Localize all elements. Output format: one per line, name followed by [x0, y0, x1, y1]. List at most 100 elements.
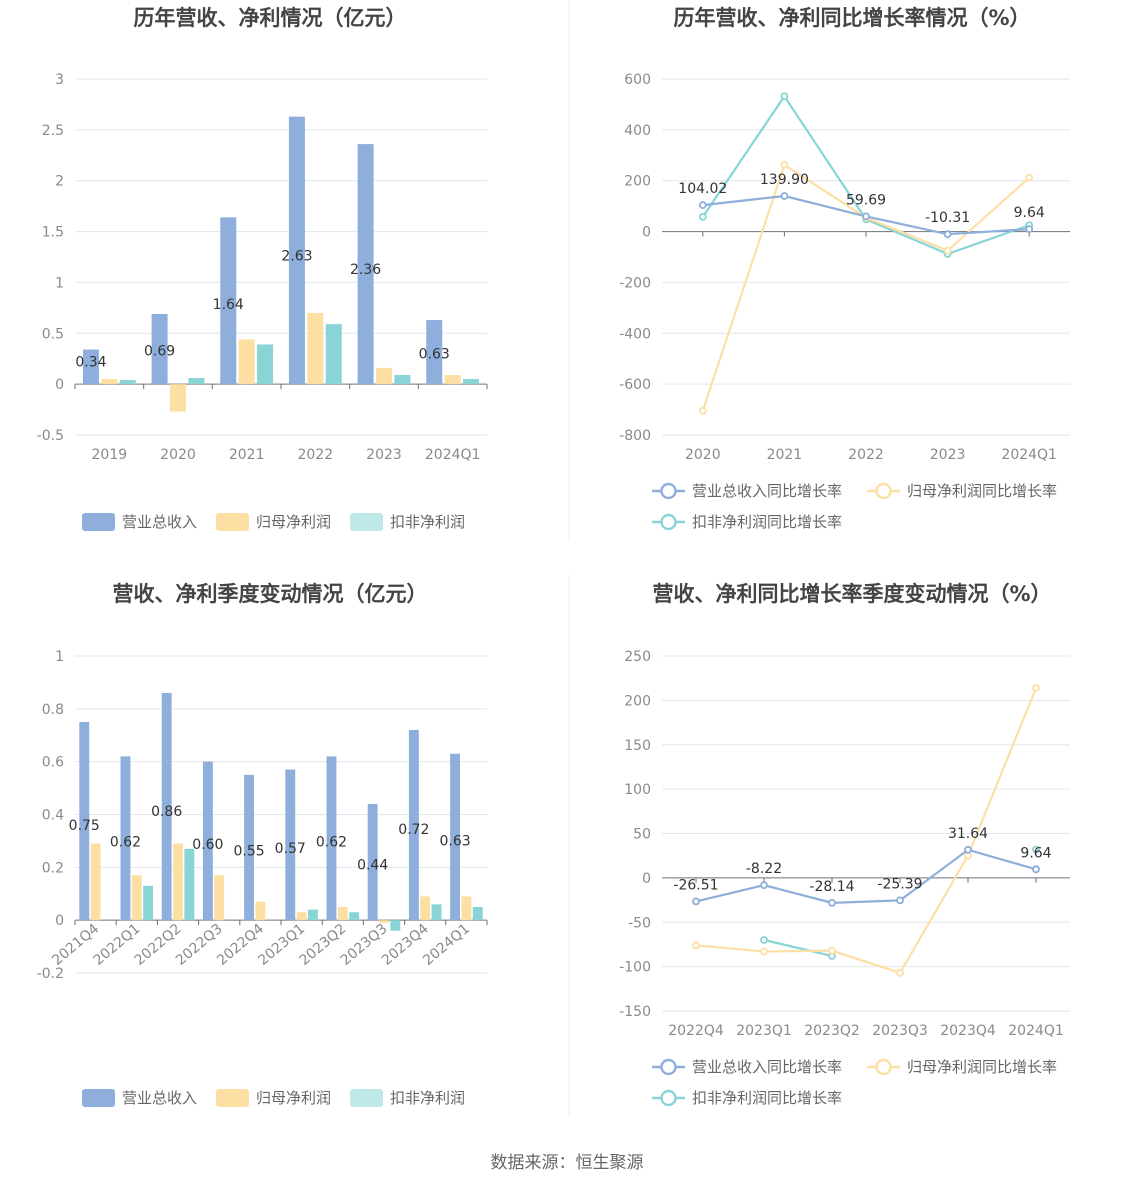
chart-3: 营收、净利季度变动情况（亿元）10.80.60.40.20-0.22021Q42… — [37, 582, 488, 1107]
x-tick-label: 2023Q4 — [940, 1023, 996, 1039]
legend-swatch — [82, 513, 115, 531]
series-line — [695, 848, 1037, 904]
legend-item-2[interactable]: 归母净利润 — [216, 1089, 331, 1107]
y-tick-label: 0 — [55, 377, 64, 393]
legend-swatch — [82, 1089, 115, 1107]
data-point — [698, 201, 707, 210]
chart-title: 营收、净利季度变动情况（亿元） — [113, 582, 428, 606]
bar-1 — [357, 144, 374, 385]
bar-3 — [394, 374, 411, 385]
data-point — [760, 881, 768, 890]
bar-2 — [379, 920, 389, 923]
chart-2: 历年营收、净利同比增长率情况（%） 600 400 200 0 -200 -400 -600 -… — [619, 6, 1070, 531]
legend-item-3[interactable]: 扣非净利润同比增长率 — [652, 513, 842, 531]
bar-3 — [349, 912, 360, 921]
data-point — [943, 246, 952, 255]
bar-3 — [472, 906, 483, 921]
x-tick-label: 2022 — [848, 447, 884, 463]
bar-data-label: 2.36 — [350, 262, 381, 278]
bar-data-label: 0.72 — [398, 822, 429, 838]
line-data-label: 9.64 — [1020, 845, 1051, 861]
legend-item-3[interactable]: 扣非净利润 — [350, 1089, 465, 1107]
data-point — [692, 941, 700, 950]
x-tick-label: 2023 — [930, 447, 966, 463]
legend-label: 扣非净利润同比增长率 — [692, 1089, 842, 1107]
data-point — [780, 92, 789, 101]
legend-swatch — [350, 1089, 383, 1107]
bar-1 — [79, 722, 90, 921]
line-data-label: -28.14 — [809, 879, 854, 895]
data-point — [1032, 845, 1040, 854]
bar-1 — [426, 320, 443, 385]
bar-1 — [450, 753, 461, 921]
legend-label: 营业总收入同比增长率 — [692, 482, 842, 500]
bar-2 — [296, 912, 307, 921]
series-line — [701, 94, 1030, 256]
data-point — [862, 212, 870, 221]
bar-1 — [161, 692, 172, 921]
legend-item-1[interactable]: 营业总收入同比增长率 — [652, 1058, 842, 1076]
bar-2 — [170, 384, 186, 412]
y-tick-label: -150 — [619, 1004, 651, 1020]
legend-label: 营业总收入同比增长率 — [692, 1058, 842, 1076]
legend-label: 扣非净利润 — [390, 1089, 465, 1107]
legend-item-3[interactable]: 扣非净利润 — [350, 513, 465, 531]
y-tick-label: 1.5 — [42, 225, 64, 241]
bar-1 — [244, 774, 255, 921]
legend-item-2[interactable]: 归母净利润同比增长率 — [867, 482, 1057, 500]
data-point — [1032, 684, 1040, 692]
legend-item-2[interactable]: 归母净利润 — [216, 513, 331, 531]
data-point — [1025, 225, 1034, 234]
legend-item-1[interactable]: 营业总收入 — [82, 513, 197, 531]
bar-1 — [367, 803, 378, 921]
y-tick-label: 600 — [624, 72, 651, 88]
x-tick-label: 2022 — [298, 447, 334, 463]
y-tick-label: -400 — [619, 326, 651, 342]
series-1 — [698, 192, 1034, 239]
x-tick-label: 2021 — [229, 447, 265, 463]
legend-swatch — [350, 513, 383, 531]
legend-swatch-marker — [875, 482, 892, 500]
x-tick-label: 2020 — [160, 447, 196, 463]
chart-4: 营收、净利同比增长率季度变动情况（%） 250 200 150 100 50 0 -50 -10… — [619, 582, 1070, 1107]
legend-item-2[interactable]: 归母净利润同比增长率 — [867, 1058, 1057, 1076]
legend-item-3[interactable]: 扣非净利润同比增长率 — [652, 1089, 842, 1107]
data-point — [698, 212, 707, 221]
legend-swatch — [216, 513, 249, 531]
y-tick-label: 2 — [55, 174, 64, 190]
y-tick-label: 2.5 — [42, 123, 64, 139]
data-point — [760, 936, 768, 944]
x-tick-label: 2020 — [685, 447, 721, 463]
bar-3 — [463, 379, 480, 385]
bar-2 — [376, 367, 392, 385]
bar-data-label: 0.60 — [192, 837, 223, 853]
x-tick-label: 2024Q1 — [425, 447, 481, 463]
chart-title: 历年营收、净利同比增长率情况（%） — [673, 6, 1030, 30]
bar-data-label: 0.69 — [144, 343, 175, 359]
data-point — [692, 897, 700, 906]
y-tick-label: 1 — [55, 275, 64, 291]
y-tick-label: 0.5 — [42, 326, 64, 342]
line-data-label: 31.64 — [948, 826, 988, 842]
bar-2 — [101, 379, 118, 385]
legend-item-1[interactable]: 营业总收入 — [82, 1089, 197, 1107]
legend-item-1[interactable]: 营业总收入同比增长率 — [652, 482, 842, 500]
y-tick-label: 50 — [633, 827, 651, 843]
data-point — [760, 947, 768, 956]
bar-2 — [337, 906, 348, 921]
bar-3 — [257, 344, 274, 385]
data-point — [698, 406, 707, 415]
y-tick-label: 0.6 — [42, 755, 64, 771]
bar-3 — [143, 885, 154, 921]
data-point — [780, 192, 789, 200]
bar-3 — [188, 378, 205, 385]
x-tick-label: 2022Q4 — [668, 1023, 724, 1039]
bar-3 — [390, 920, 401, 931]
x-tick-label: 2024Q1 — [1001, 447, 1057, 463]
bar-2 — [444, 374, 461, 385]
data-point — [1025, 173, 1034, 182]
x-tick-label: 2021 — [767, 447, 803, 463]
y-tick-label: 0 — [642, 871, 651, 887]
y-tick-label: -600 — [619, 377, 651, 393]
